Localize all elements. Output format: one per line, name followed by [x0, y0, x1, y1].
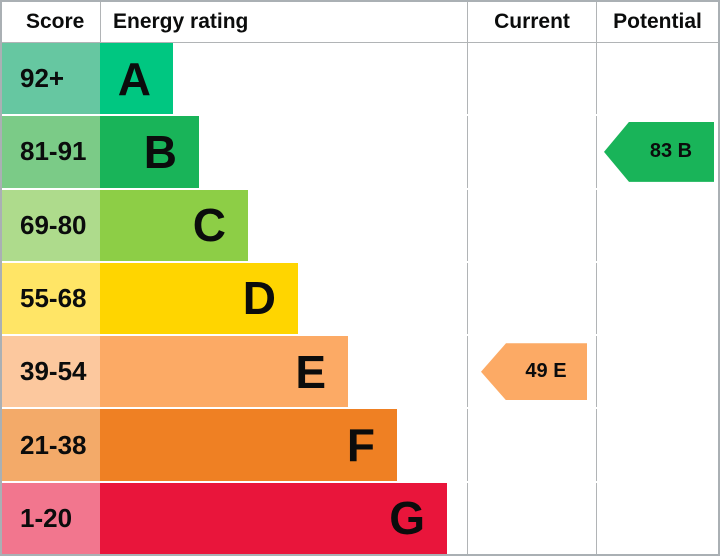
score-range-c: 69-80: [2, 189, 100, 261]
potential-rating-label: 83 B: [649, 140, 693, 163]
band-row-e: 39-54 E 49 E: [2, 336, 718, 410]
chart-header-row: Score Energy rating Current Potential: [2, 2, 718, 43]
header-score: Score: [26, 10, 85, 33]
current-rating-arrow: 49 E: [481, 343, 587, 401]
rating-bar-g: G: [100, 482, 447, 554]
rating-bands: 92+ A 81-91 B 83 B: [2, 43, 718, 554]
band-row-d: 55-68 D: [2, 262, 718, 337]
header-current: Current: [467, 2, 596, 42]
band-row-f: 21-38 F: [2, 409, 718, 483]
rating-letter-c: C: [192, 199, 226, 252]
rating-bar-a: A: [100, 43, 173, 115]
score-range-d: 55-68: [2, 262, 100, 335]
rating-letter-d: D: [242, 272, 276, 325]
band-row-a: 92+ A: [2, 43, 718, 117]
rating-bar-f: F: [100, 409, 397, 481]
rating-letter-b: B: [143, 125, 177, 178]
band-row-g: 1-20 G: [2, 482, 718, 554]
rating-letter-g: G: [389, 492, 425, 545]
potential-rating-arrow: 83 B: [604, 121, 714, 182]
band-row-c: 69-80 C: [2, 189, 718, 263]
score-range-a: 92+: [2, 43, 100, 115]
score-range-g: 1-20: [2, 482, 100, 554]
band-row-b: 81-91 B 83 B: [2, 116, 718, 190]
score-range-b: 81-91: [2, 116, 100, 188]
rating-bar-e: E: [100, 336, 348, 408]
rating-letter-a: A: [117, 52, 151, 105]
rating-letter-f: F: [346, 419, 375, 472]
rating-bar-b: B: [100, 116, 199, 188]
header-energy-rating: Energy rating: [100, 2, 467, 42]
score-range-f: 21-38: [2, 409, 100, 481]
rating-letter-e: E: [295, 345, 326, 398]
header-potential: Potential: [596, 2, 718, 42]
current-rating-label: 49 E: [525, 360, 567, 383]
rating-bar-d: D: [100, 262, 298, 335]
rating-bar-c: C: [100, 189, 248, 261]
score-range-e: 39-54: [2, 336, 100, 408]
